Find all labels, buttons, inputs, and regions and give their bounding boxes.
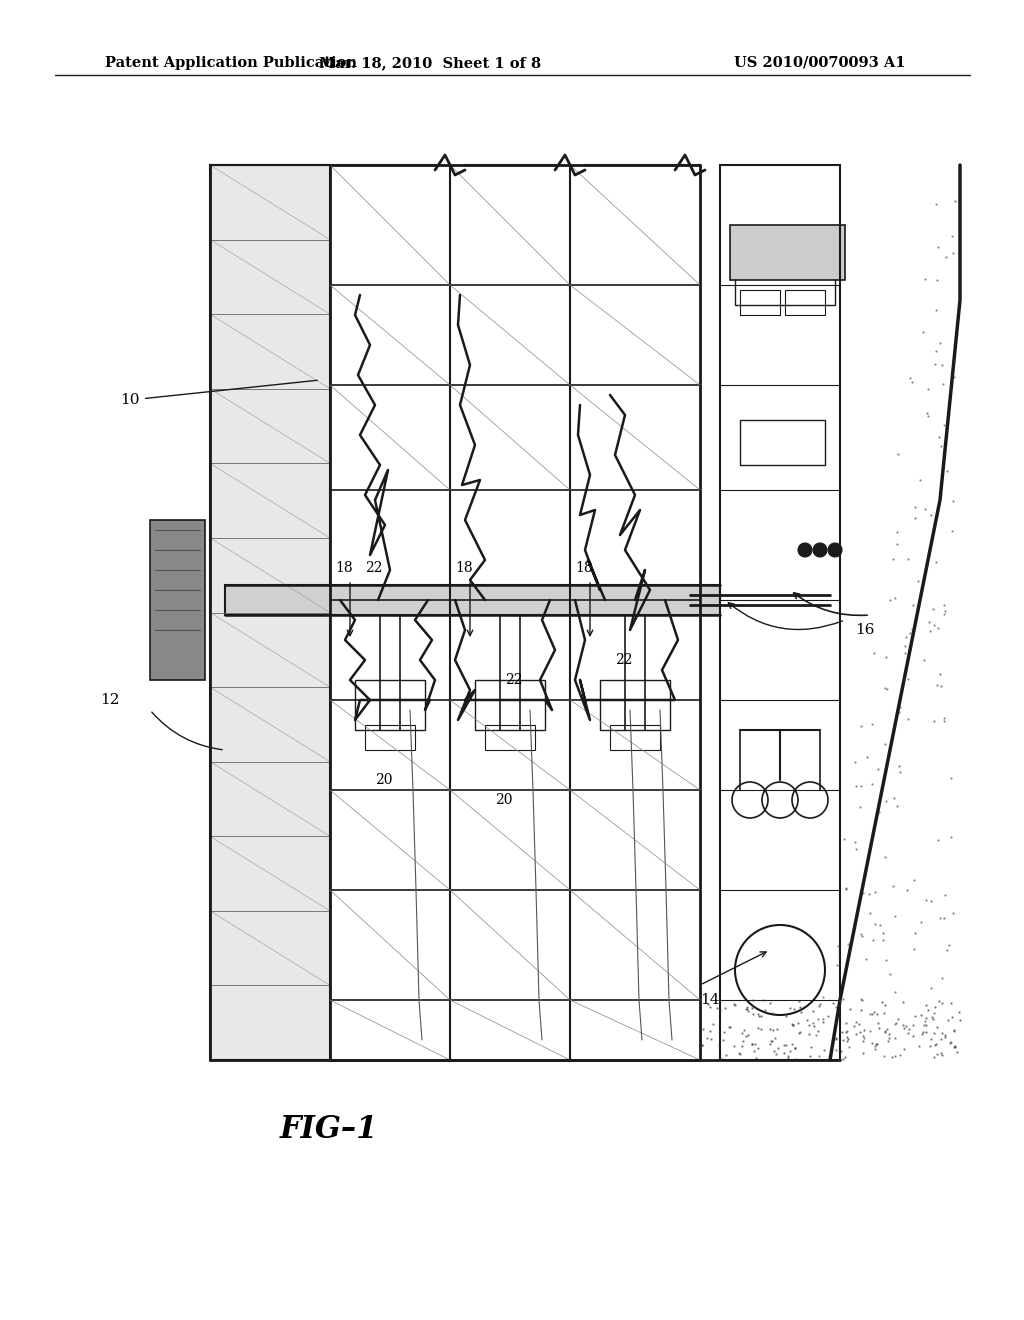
Bar [600, 680, 670, 730]
Circle shape [813, 543, 827, 557]
Bar [740, 420, 825, 465]
Bar [475, 680, 545, 730]
Bar [225, 585, 720, 615]
Bar [785, 290, 825, 315]
Polygon shape [210, 165, 330, 1060]
Bar [740, 290, 780, 315]
Bar [730, 224, 845, 280]
Text: 20: 20 [495, 793, 512, 807]
Text: 12: 12 [100, 693, 120, 708]
Text: 22: 22 [615, 653, 633, 667]
Bar [355, 680, 425, 730]
Text: 14: 14 [700, 993, 720, 1007]
Circle shape [828, 543, 842, 557]
Text: Mar. 18, 2010  Sheet 1 of 8: Mar. 18, 2010 Sheet 1 of 8 [318, 55, 541, 70]
Text: 10: 10 [121, 380, 317, 407]
Circle shape [798, 543, 812, 557]
Text: US 2010/0070093 A1: US 2010/0070093 A1 [734, 55, 906, 70]
Bar [485, 725, 535, 750]
Text: 22: 22 [505, 673, 522, 686]
Text: Patent Application Publication: Patent Application Publication [105, 55, 357, 70]
Text: 18: 18 [335, 561, 352, 576]
Text: 18: 18 [575, 561, 593, 576]
Bar [365, 725, 415, 750]
Bar [610, 725, 660, 750]
Text: 16: 16 [855, 623, 874, 638]
Bar [150, 520, 205, 680]
Bar [735, 246, 835, 305]
Text: 20: 20 [375, 774, 392, 787]
Text: 18: 18 [455, 561, 473, 576]
Text: 22: 22 [365, 561, 383, 576]
Text: FIG–1: FIG–1 [280, 1114, 379, 1146]
